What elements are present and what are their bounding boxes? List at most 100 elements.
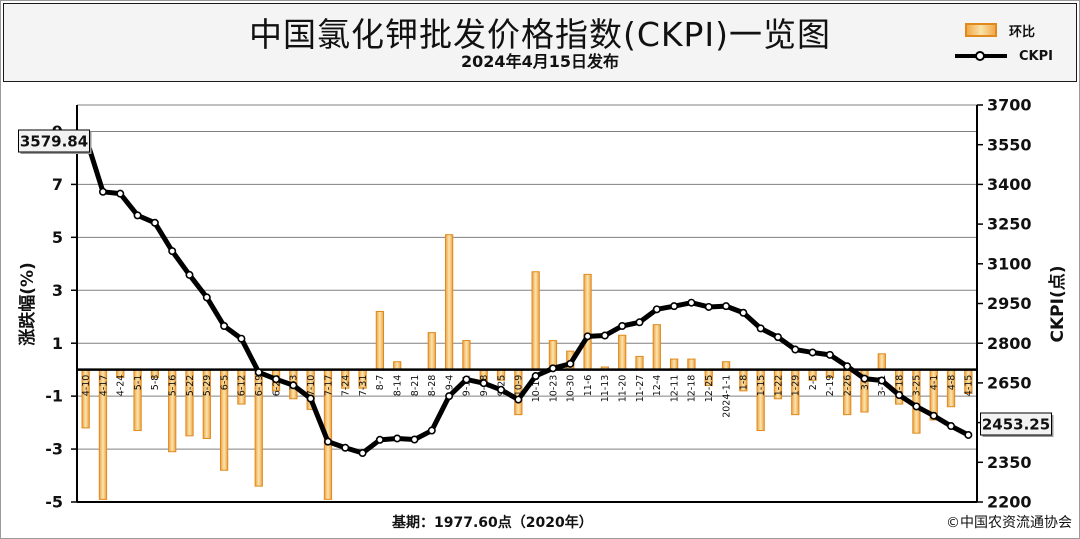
callout-end-box (980, 412, 1052, 436)
x-tick-label: 4-1 (929, 375, 940, 391)
ckpi-point-1-15 (756, 324, 765, 333)
ckpi-point-2-19 (825, 350, 834, 359)
x-tick-label: 2-5 (808, 375, 819, 391)
ckpi-point-7-31 (358, 449, 367, 458)
legend-bar-label: 环比 (1009, 24, 1036, 40)
x-tick-label: 5-16 (168, 375, 179, 397)
ckpi-point-5-8 (150, 218, 159, 227)
left-tick-label: 3 (52, 281, 63, 300)
ckpi-point-5-29 (202, 293, 211, 302)
x-tick-label: 2-19 (825, 375, 836, 397)
bar-3-11 (877, 353, 886, 371)
ckpi-point-12-25 (704, 302, 713, 311)
right-tick-label: 2200 (987, 493, 1032, 512)
x-tick-label: 12-4 (652, 375, 663, 397)
right-tick-label: 2800 (987, 334, 1032, 353)
x-tick-label: 5-29 (202, 375, 213, 397)
x-tick-label: 9-4 (444, 375, 455, 391)
right-tick-label: 3250 (987, 215, 1032, 234)
x-tick-label: 7-17 (323, 375, 334, 397)
ckpi-point-7-24 (341, 443, 350, 452)
ckpi-point-9-18 (479, 379, 488, 388)
bar-11-27 (635, 355, 644, 371)
ckpi-point-2-5 (808, 348, 817, 357)
x-tick-label: 6-12 (237, 375, 248, 397)
legend-line-label: CKPI (1019, 48, 1053, 64)
bar-8-7 (375, 310, 385, 371)
x-tick-label: 11-20 (618, 375, 629, 403)
ckpi-point-5-16 (168, 247, 177, 256)
x-tick-label: 10-30 (566, 375, 577, 403)
ckpi-point-5-22 (185, 270, 194, 279)
ckpi-point-10-30 (566, 359, 575, 368)
x-tick-label: 5-8 (150, 375, 161, 391)
ckpi-point-11-6 (583, 332, 592, 341)
x-tick-label: 9-25 (496, 375, 507, 397)
right-tick-label: 3400 (987, 175, 1032, 194)
right-tick-label: 3100 (987, 254, 1032, 273)
left-tick-label: -3 (45, 440, 63, 459)
ckpi-point-1-29 (791, 345, 800, 354)
x-tick-label: 4-10 (81, 375, 92, 397)
x-tick-label: 3-11 (877, 375, 888, 397)
x-tick-label: 8-14 (393, 375, 404, 397)
ckpi-point-9-4 (445, 392, 454, 401)
x-tick-label: 8-21 (410, 375, 421, 397)
ckpi-point-3-25 (912, 402, 921, 411)
ckpi-point-1-22 (773, 333, 782, 342)
x-tick-label: 2024-1-1 (721, 375, 732, 418)
x-tick-label: 4-24 (116, 375, 127, 397)
base-period-note: 基期：1977.60点（2020年） (392, 515, 593, 531)
bar-12-18 (687, 358, 696, 371)
x-tick-label: 6-19 (254, 375, 265, 397)
left-tick-label: 1 (52, 334, 63, 353)
ckpi-point-6-26 (272, 375, 281, 384)
callout-start-label: 3579.84 (20, 132, 88, 150)
x-tick-label: 8-7 (375, 375, 386, 391)
x-tick-label: 1-15 (756, 375, 767, 397)
ckpi-point-7-10 (306, 394, 315, 403)
ckpi-line (83, 134, 971, 456)
ckpi-point-9-25 (497, 385, 506, 394)
x-tick-label: 7-24 (341, 375, 352, 397)
x-tick-label: 6-5 (219, 375, 230, 391)
left-tick-label: 5 (52, 228, 63, 247)
ckpi-point-4-8 (947, 422, 956, 431)
x-tick-label: 11-27 (635, 375, 646, 403)
x-tick-label: 6-26 (271, 375, 282, 397)
ckpi-point-6-5 (220, 321, 229, 330)
ckpi-point-6-19 (254, 368, 263, 377)
x-tick-label: 1-29 (791, 375, 802, 397)
ckpi-point-4-24 (116, 189, 125, 198)
ckpi-point-10-23 (548, 364, 557, 373)
ckpi-point-2024-1-1 (722, 302, 731, 311)
ckpi-point-12-11 (670, 302, 679, 311)
ckpi-point-3-18 (895, 391, 904, 400)
x-tick-label: 12-11 (669, 375, 680, 403)
ckpi-point-9-11 (462, 375, 471, 384)
chart-subtitle: 2024年4月15日发布 (461, 52, 619, 71)
bar-12-4 (652, 324, 661, 371)
ckpi-point-11-27 (635, 318, 644, 327)
ckpi-point-8-14 (393, 434, 402, 443)
x-tick-label: 10-23 (548, 375, 559, 403)
legend-item-bar: 环比 (965, 20, 1035, 40)
left-axis-label: 涨跌幅(%) (17, 262, 38, 346)
ckpi-point-1-8 (739, 308, 748, 317)
ckpi-point-2-26 (843, 362, 852, 371)
ckpi-point-7-3 (289, 381, 298, 390)
callout-end-label: 2453.25 (982, 415, 1050, 433)
bar-9-4 (444, 234, 454, 371)
ckpi-point-12-4 (652, 305, 661, 314)
legend-item-line: CKPI (955, 46, 1053, 66)
x-tick-label: 11-6 (583, 375, 594, 397)
x-tick-label: 7-10 (306, 375, 317, 397)
x-tick-label: 1-8 (739, 375, 750, 391)
ckpi-point-3-4 (860, 374, 869, 383)
legend-line-swatch (955, 49, 1007, 63)
x-tick-label: 5-22 (185, 375, 196, 397)
ckpi-point-8-28 (427, 426, 436, 435)
x-tick-label: 7-31 (358, 375, 369, 397)
legend: 环比 CKPI (955, 16, 1075, 74)
